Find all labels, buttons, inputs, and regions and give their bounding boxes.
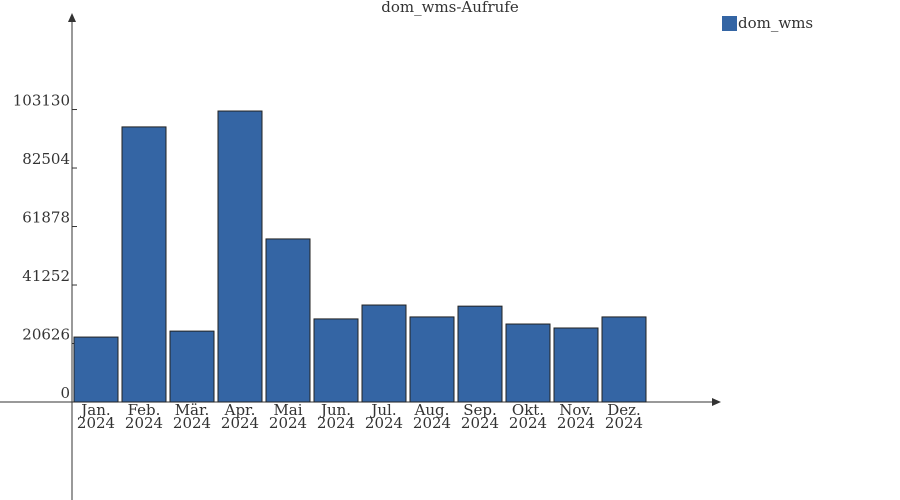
bar [505,323,551,403]
x-tick-label: Jul. [369,401,396,419]
bar [169,330,215,403]
x-tick-label: 2024 [125,414,163,432]
x-tick-label: Apr. [224,401,256,419]
x-tick-label: Mär. [175,401,210,419]
chart-title: dom_wms-Aufrufe [381,0,519,16]
bar [313,318,359,403]
bar [265,238,311,403]
y-tick-label: 0 [60,384,70,402]
bar [217,110,263,403]
x-tick-label: 2024 [461,414,499,432]
x-tick-label: 2024 [509,414,547,432]
y-tick-label: 82504 [22,150,70,168]
x-tick-label: 2024 [221,414,259,432]
x-tick-label: Sep. [463,401,497,419]
y-tick-label: 20626 [22,326,70,344]
bar [73,336,119,403]
bar [601,316,647,403]
x-tick-label: 2024 [605,414,643,432]
x-tick-label: Okt. [512,401,544,419]
bar [361,304,407,403]
x-tick-label: Mai [273,401,302,419]
bar [121,126,167,403]
x-tick-label: 2024 [317,414,355,432]
x-tick-label: 2024 [557,414,595,432]
x-tick-label: Aug. [414,401,450,419]
x-tick-label: 2024 [77,414,115,432]
legend-label: dom_wms [738,14,813,32]
x-tick-label: Feb. [128,401,161,419]
x-tick-label: 2024 [173,414,211,432]
y-tick-label: 61878 [22,209,70,227]
bar [457,305,503,403]
x-tick-label: Nov. [559,401,593,419]
x-tick-label: Jan. [79,401,110,419]
legend-swatch [722,16,737,31]
x-tick-label: Jun. [319,401,351,419]
bar [553,327,599,403]
y-axis-arrow [68,13,76,22]
y-tick-label: 103130 [13,92,70,110]
x-tick-label: 2024 [413,414,451,432]
x-tick-label: 2024 [365,414,403,432]
y-tick-label: 41252 [22,267,70,285]
x-tick-label: Dez. [607,401,641,419]
x-tick-label: 2024 [269,414,307,432]
x-axis-arrow [712,398,721,406]
bar [409,316,455,403]
